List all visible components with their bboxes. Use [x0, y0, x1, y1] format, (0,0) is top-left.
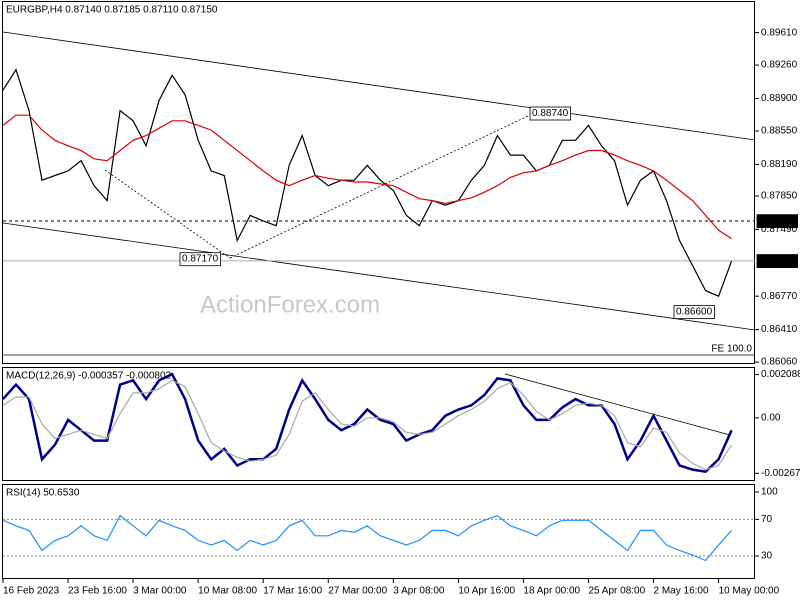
x-tick-label: 2 May 16:00 [654, 586, 709, 597]
panel-title: MACD(12,26,9) -0.000357 -0.000802 [6, 371, 172, 382]
x-tick-label: 10 Apr 16:00 [458, 586, 515, 597]
y-tick-label: 0.00 [761, 412, 781, 423]
x-tick-label: 16 Feb 2023 [3, 586, 60, 597]
x-tick-label: 18 Apr 00:00 [523, 586, 580, 597]
y-tick-label: 0.86410 [761, 324, 798, 335]
y-tick-label: 0.002088 [761, 369, 800, 380]
channel-upper [2, 31, 756, 141]
fe-label: FE 100.0 [711, 344, 752, 355]
y-tick-label: 0.88900 [761, 93, 798, 104]
x-tick-label: 10 Mar 08:00 [198, 586, 257, 597]
series-line [2, 379, 733, 471]
fib-line [229, 114, 531, 259]
x-tick-label: 17 Mar 16:00 [263, 586, 322, 597]
series-line [2, 514, 733, 562]
y-tick-label: 0.88190 [761, 159, 798, 170]
macd-panel [2, 367, 755, 481]
series-line [2, 114, 732, 240]
x-tick-label: 10 May 00:00 [719, 586, 780, 597]
annotation-label: 0.88740 [532, 108, 569, 119]
x-tick-label: 3 Apr 08:00 [393, 586, 445, 597]
y-tick-label: 70 [761, 514, 773, 525]
annotation-label: 0.86600 [676, 307, 713, 318]
level-label-box [756, 214, 798, 229]
fib-line [104, 169, 231, 259]
channel-lower [2, 222, 756, 331]
current-price-label: 0.87150 [759, 256, 796, 267]
y-tick-label: 0.88550 [761, 126, 798, 137]
y-tick-label: 100 [761, 487, 778, 498]
y-tick-label: 0.89260 [761, 60, 798, 71]
y-tick-label: 0.87490 [761, 224, 798, 235]
current-price-label-box [756, 254, 798, 268]
y-tick-label: 0.87850 [761, 191, 798, 202]
x-tick-label: 25 Apr 08:00 [588, 586, 645, 597]
annotation-label-box [179, 252, 221, 267]
annotation-label-box [529, 106, 571, 121]
annotation-label-box [673, 305, 715, 319]
y-tick-label: 0.86770 [761, 291, 798, 302]
series-line [2, 68, 733, 298]
panel-title: EURGBP,H4 0.87140 0.87185 0.87110 0.8715… [6, 5, 218, 16]
annotation-label: 0.87170 [182, 254, 219, 265]
watermark: ActionForex.com [200, 291, 380, 318]
price-panel [2, 1, 755, 364]
rsi-panel [2, 484, 755, 579]
macd-trendline [504, 373, 731, 436]
x-tick-label: 23 Feb 16:00 [68, 586, 127, 597]
y-tick-label: -0.002679 [761, 468, 800, 479]
series-line [2, 372, 733, 474]
x-tick-label: 27 Mar 00:00 [328, 586, 387, 597]
y-tick-label: 30 [761, 551, 773, 562]
y-tick-label: 0.89610 [761, 27, 798, 38]
panel-title: RSI(14) 50.6530 [6, 488, 80, 499]
level-label: 0.87580 [759, 216, 796, 227]
x-tick-label: 3 Mar 00:00 [133, 586, 187, 597]
y-tick-label: 0.86060 [761, 357, 798, 368]
